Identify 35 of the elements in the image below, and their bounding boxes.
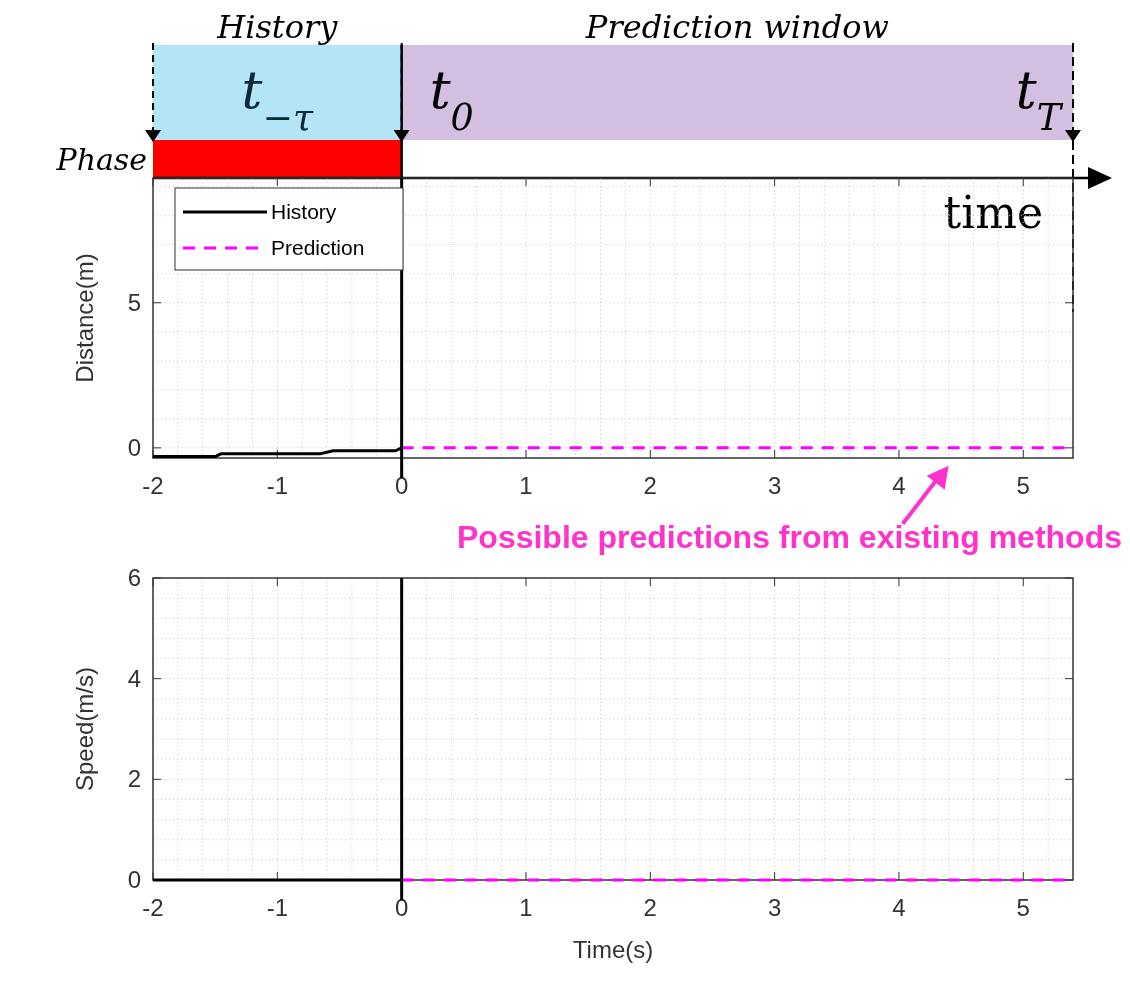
annotation: time — [943, 187, 1043, 238]
text: t$_{0}$ — [429, 60, 474, 139]
x-tick-label: 0 — [394, 472, 409, 499]
x-axis-title: Time(s) — [572, 936, 654, 963]
text: Prediction window — [584, 8, 889, 46]
x-tick-label: 1 — [519, 472, 533, 499]
x-tick-label: 2 — [643, 472, 657, 499]
x-tick-label: 1 — [519, 894, 533, 921]
text: Phase — [55, 142, 147, 177]
y-tick-label: 4 — [127, 664, 141, 692]
x-tick-label: 5 — [1016, 472, 1030, 499]
y-axis-title: Speed(m/s) — [71, 666, 98, 792]
annotation: Possible predictions from existing methods — [456, 518, 1122, 555]
x-tick-label: -2 — [142, 472, 164, 499]
x-tick-label: 3 — [767, 472, 782, 499]
y-axis-title: Distance(m) — [71, 253, 98, 383]
y-tick-label: 5 — [127, 288, 141, 316]
x-tick-label: 3 — [767, 894, 782, 921]
x-tick-label: 5 — [1016, 894, 1030, 921]
x-tick-label: 0 — [394, 894, 409, 921]
y-tick-label: 0 — [127, 433, 141, 461]
text: t$_{T}$ — [1015, 60, 1064, 139]
y-tick-label: 2 — [127, 765, 141, 793]
y-tick-label: 6 — [127, 564, 141, 591]
y-tick-label: 0 — [127, 866, 141, 893]
text: History — [216, 8, 339, 46]
legend-label: History — [271, 200, 337, 223]
x-tick-label: -1 — [266, 894, 288, 921]
text: t$_{−τ}$ — [241, 60, 314, 139]
x-tick-label: -2 — [142, 894, 164, 921]
legend-label: Prediction — [271, 236, 365, 259]
x-tick-label: 4 — [892, 472, 906, 499]
x-tick-label: -1 — [266, 472, 288, 499]
x-tick-label: 4 — [892, 894, 906, 921]
x-tick-label: 2 — [643, 894, 657, 921]
